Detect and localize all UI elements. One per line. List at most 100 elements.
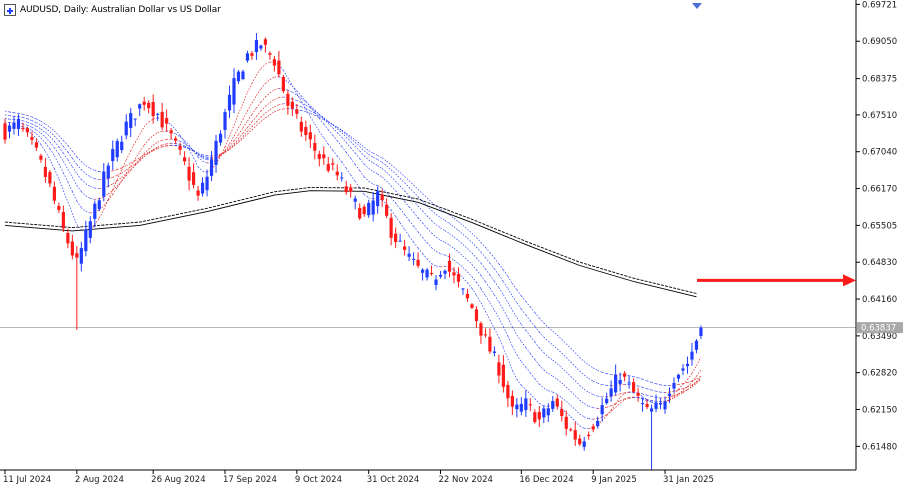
- ema-segment: [72, 158, 78, 165]
- sma-long-line-2: [4, 187, 697, 294]
- ema-segment: [332, 150, 338, 157]
- ema-segment: [629, 375, 634, 377]
- ema-segment: [332, 124, 338, 130]
- candle-body: [636, 392, 640, 396]
- ema-segment: [72, 166, 78, 174]
- ema-segment: [539, 331, 545, 338]
- chart-shift-icon[interactable]: [692, 3, 702, 9]
- ema-segment: [49, 127, 55, 132]
- candle-body: [681, 368, 685, 371]
- ema-segment: [422, 222, 428, 229]
- ema-segment: [624, 397, 630, 401]
- ema-segment: [27, 118, 33, 121]
- ema-segment: [386, 172, 392, 177]
- ema-segment: [431, 232, 437, 238]
- y-tick-label: 0.69721: [862, 0, 897, 10]
- ema-segment: [467, 248, 473, 254]
- ema-segment: [646, 380, 652, 383]
- ema-segment: [664, 396, 670, 399]
- ema-segment: [49, 136, 55, 142]
- ema-segment: [256, 88, 262, 96]
- ema-segment: [63, 152, 69, 160]
- ema-segment: [574, 380, 580, 386]
- ema-segment: [687, 386, 693, 390]
- ema-segment: [687, 384, 693, 388]
- ema-segment: [54, 135, 60, 142]
- y-tick-label: 0.65505: [862, 221, 897, 231]
- ema-segment: [139, 126, 145, 135]
- ema-segment: [642, 397, 648, 400]
- candle-body: [129, 113, 133, 128]
- ema-segment: [373, 162, 378, 166]
- ema-segment: [341, 137, 347, 143]
- chart-type-icon[interactable]: [4, 4, 16, 16]
- ema-segment: [691, 376, 697, 383]
- ema-segment: [4, 110, 10, 113]
- ema-segment: [202, 156, 208, 159]
- ema-segment: [566, 371, 571, 377]
- ema-segment: [494, 268, 500, 276]
- ema-segment: [682, 386, 688, 391]
- candle-body: [147, 102, 151, 109]
- ema-segment: [498, 337, 504, 348]
- ema-segment: [404, 176, 410, 182]
- ema-segment: [85, 211, 91, 214]
- ema-segment: [462, 255, 468, 261]
- ema-segment: [642, 393, 648, 396]
- ema-segment: [85, 173, 91, 178]
- ema-segment: [476, 257, 482, 264]
- candle-body: [191, 172, 196, 185]
- ema-segment: [467, 237, 473, 243]
- ema-segment: [332, 124, 338, 128]
- ema-segment: [162, 143, 167, 146]
- candle-body: [663, 401, 667, 410]
- ema-segment: [175, 133, 181, 138]
- candle-body: [236, 71, 241, 82]
- ema-segment: [67, 159, 73, 167]
- ema-segment: [354, 146, 360, 152]
- ema-segment: [489, 252, 495, 259]
- ema-segment: [516, 302, 522, 310]
- ema-segment: [354, 181, 360, 189]
- ema-segment: [121, 173, 127, 181]
- ema-segment: [130, 163, 136, 168]
- ema-segment: [467, 259, 473, 265]
- ema-segment: [76, 164, 82, 171]
- ema-segment: [687, 380, 693, 383]
- ema-segment: [229, 145, 235, 150]
- ema-segment: [305, 108, 311, 111]
- ema-segment: [292, 85, 298, 91]
- ema-segment: [691, 365, 697, 374]
- y-tick-label: 0.63490: [862, 332, 897, 342]
- ema-segment: [197, 154, 203, 159]
- ema-segment: [310, 110, 315, 114]
- candle-body: [456, 273, 461, 282]
- candle-body: [452, 272, 456, 276]
- ema-segment: [561, 367, 567, 373]
- ema-segment: [301, 102, 306, 106]
- ema-segment: [94, 217, 100, 226]
- ema-segment: [422, 193, 428, 199]
- ema-segment: [548, 356, 553, 361]
- ema-segment: [341, 132, 347, 138]
- ema-segment: [49, 131, 55, 137]
- ema-segment: [444, 220, 450, 224]
- ema-segment: [265, 102, 271, 107]
- ema-segment: [534, 398, 540, 404]
- ema-segment: [593, 380, 598, 384]
- ema-segment: [116, 180, 123, 188]
- candle-body: [600, 405, 604, 415]
- candle-body: [174, 138, 178, 141]
- ema-segment: [247, 121, 253, 128]
- ema-segment: [135, 157, 140, 161]
- candles-group: [3, 33, 703, 470]
- candle-body: [111, 149, 115, 162]
- ema-segment: [81, 161, 87, 166]
- ema-segment: [143, 139, 149, 146]
- ema-segment: [561, 397, 567, 402]
- candle-body: [609, 388, 613, 397]
- ema-segment: [525, 301, 531, 308]
- ema-segment: [310, 107, 316, 112]
- ema-segment: [301, 95, 307, 102]
